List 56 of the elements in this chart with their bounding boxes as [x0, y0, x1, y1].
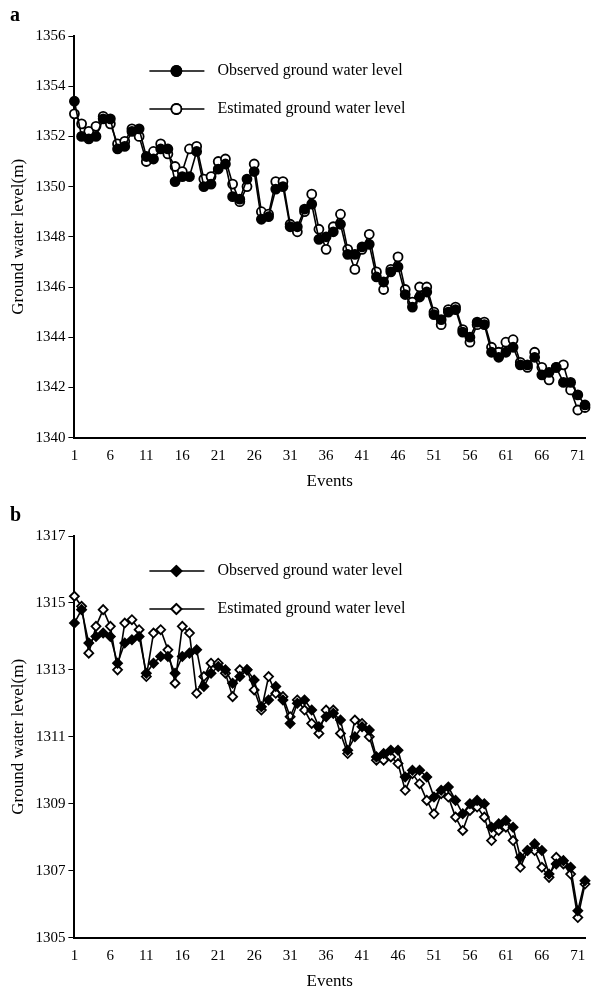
y-tick-label: 1352 — [35, 127, 66, 144]
y-tick-label: 1344 — [35, 328, 66, 345]
x-tick-label: 26 — [246, 446, 263, 463]
x-tick-label: 71 — [570, 446, 586, 463]
x-tick-label: 1 — [70, 946, 79, 963]
x-tick-label: 41 — [354, 446, 370, 463]
x-tick-label: 31 — [282, 946, 298, 963]
x-tick-label: 1 — [70, 446, 79, 463]
y-tick-label: 1356 — [35, 26, 66, 43]
y-tick-label: 1342 — [35, 378, 66, 395]
x-tick-label: 61 — [498, 946, 514, 963]
x-tick-label: 46 — [390, 946, 407, 963]
y-axis-title: Ground water level(m) — [7, 158, 27, 315]
y-tick-label: 1311 — [35, 727, 66, 744]
y-tick-label: 1354 — [35, 77, 66, 94]
x-tick-label: 36 — [318, 446, 335, 463]
x-tick-label: 16 — [174, 946, 191, 963]
x-tick-label: 56 — [462, 946, 478, 963]
x-tick-label: 71 — [570, 946, 586, 963]
chart-title: a — [10, 3, 20, 26]
y-tick-label: 1307 — [35, 861, 66, 878]
x-tick-label: 41 — [354, 946, 370, 963]
x-tick-label: 16 — [174, 446, 191, 463]
legend-label: Observed ground water level — [217, 561, 404, 580]
x-axis-title: Events — [306, 471, 353, 491]
y-tick-label: 1317 — [35, 526, 66, 543]
x-axis-title: Events — [306, 971, 353, 991]
legend-label: Estimated ground water level — [217, 99, 406, 118]
x-tick-label: 61 — [498, 446, 514, 463]
x-tick-label: 51 — [426, 946, 442, 963]
legend-label: Estimated ground water level — [217, 599, 406, 618]
y-tick-label: 1305 — [35, 928, 66, 945]
x-tick-label: 26 — [246, 946, 263, 963]
x-tick-label: 66 — [534, 446, 550, 463]
x-tick-label: 31 — [282, 446, 298, 463]
x-tick-label: 6 — [106, 446, 115, 463]
y-tick-label: 1309 — [35, 794, 66, 811]
y-tick-label: 1350 — [35, 177, 66, 194]
y-tick-label: 1348 — [35, 227, 66, 244]
y-axis-title: Ground water level(m) — [7, 658, 27, 815]
x-tick-label: 21 — [210, 446, 226, 463]
x-tick-label: 36 — [318, 946, 335, 963]
x-tick-label: 21 — [210, 946, 226, 963]
y-tick-label: 1315 — [35, 593, 66, 610]
chart-title: b — [10, 503, 22, 526]
x-tick-label: 6 — [106, 946, 115, 963]
x-tick-label: 11 — [139, 446, 154, 463]
x-tick-label: 51 — [426, 446, 442, 463]
x-tick-label: 46 — [390, 446, 407, 463]
x-tick-label: 66 — [534, 946, 550, 963]
legend-label: Observed ground water level — [217, 61, 404, 80]
x-tick-label: 11 — [139, 946, 154, 963]
y-tick-label: 1313 — [35, 660, 66, 677]
x-tick-label: 56 — [462, 446, 478, 463]
y-tick-label: 1346 — [35, 277, 66, 294]
y-tick-label: 1340 — [35, 428, 66, 445]
